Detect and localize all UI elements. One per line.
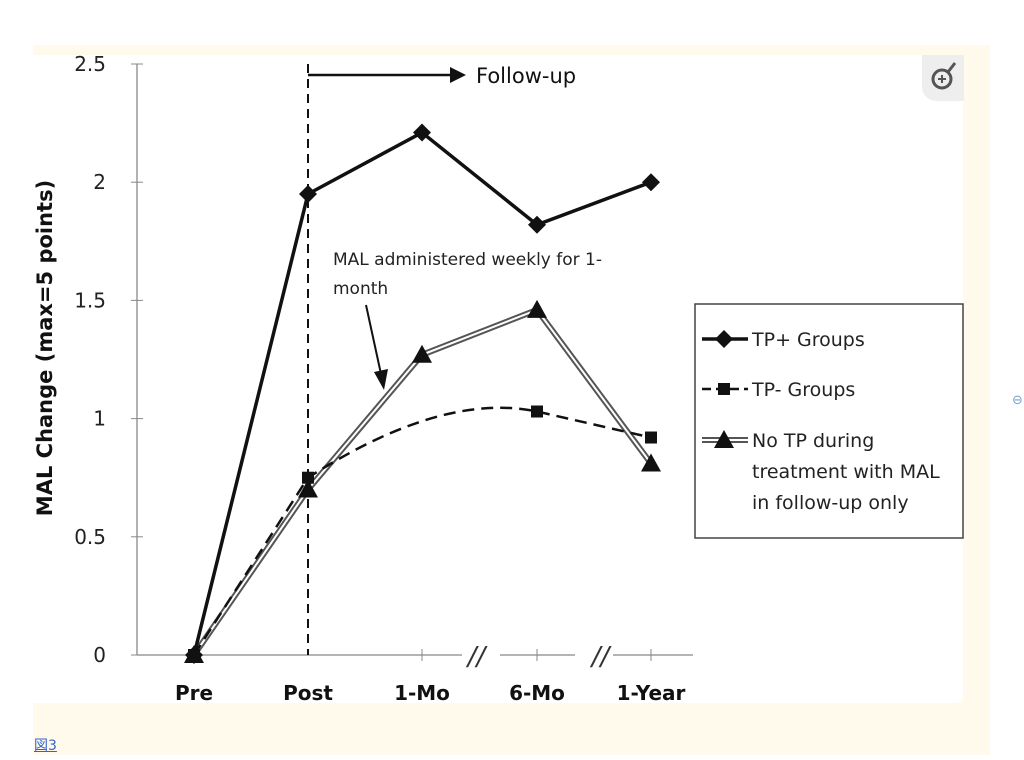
x-tick-label: 1-Mo	[394, 681, 450, 705]
x-tick-label: Post	[283, 681, 333, 705]
x-tick-label: 1-Year	[617, 681, 686, 705]
y-tick-label: 0	[93, 643, 106, 667]
followup-label: Follow-up	[476, 64, 576, 88]
data-point	[184, 645, 204, 663]
legend-marker	[715, 330, 733, 348]
y-tick-label: 1	[93, 407, 106, 431]
legend-box	[694, 303, 964, 539]
y-axis-label: MAL Change (max=5 points)	[33, 180, 57, 516]
y-tick-label: 0.5	[74, 525, 106, 549]
y-tick-label: 2	[93, 170, 106, 194]
legend-label: TP+ Groups	[751, 329, 865, 351]
data-point	[302, 471, 314, 484]
y-tick-label: 2.5	[74, 52, 106, 76]
data-point	[298, 479, 318, 498]
annotation-arrowhead	[374, 369, 388, 390]
followup-arrowhead	[450, 67, 466, 83]
data-point	[641, 453, 661, 472]
legend-label: TP- Groups	[751, 379, 855, 401]
legend-label: in follow-up only	[752, 492, 909, 514]
data-point	[642, 173, 660, 192]
x-tick-label: 6-Mo	[509, 681, 565, 705]
data-point	[412, 344, 432, 363]
data-point	[531, 405, 543, 418]
data-point	[413, 123, 431, 142]
x-tick-label: Pre	[175, 681, 213, 705]
annotation-text: MAL administered weekly for 1-	[333, 250, 602, 270]
figure-caption-link[interactable]: 図3	[34, 738, 57, 754]
annotation-text: month	[333, 279, 388, 299]
y-tick-label: 1.5	[74, 288, 106, 312]
legend-label: treatment with MAL	[752, 461, 940, 483]
zoom-button[interactable]	[922, 55, 964, 101]
data-point	[527, 299, 547, 318]
legend-marker	[718, 383, 730, 395]
legend-marker	[714, 430, 734, 448]
data-point	[528, 215, 546, 234]
legend-label: No TP during	[752, 430, 874, 452]
annotation-arrow	[365, 304, 382, 375]
series-line-tp-plus	[192, 130, 652, 656]
data-point	[299, 185, 317, 204]
axis-break-mark: //	[590, 642, 613, 672]
axis-break-mark: //	[466, 642, 489, 672]
data-point	[645, 431, 657, 444]
zoom-in-icon	[931, 62, 957, 90]
collapse-icon[interactable]: ⊖	[1012, 393, 1023, 408]
series-line-tp-minus	[192, 406, 652, 656]
